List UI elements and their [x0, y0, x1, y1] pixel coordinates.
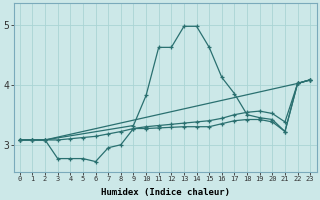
X-axis label: Humidex (Indice chaleur): Humidex (Indice chaleur): [100, 188, 229, 197]
